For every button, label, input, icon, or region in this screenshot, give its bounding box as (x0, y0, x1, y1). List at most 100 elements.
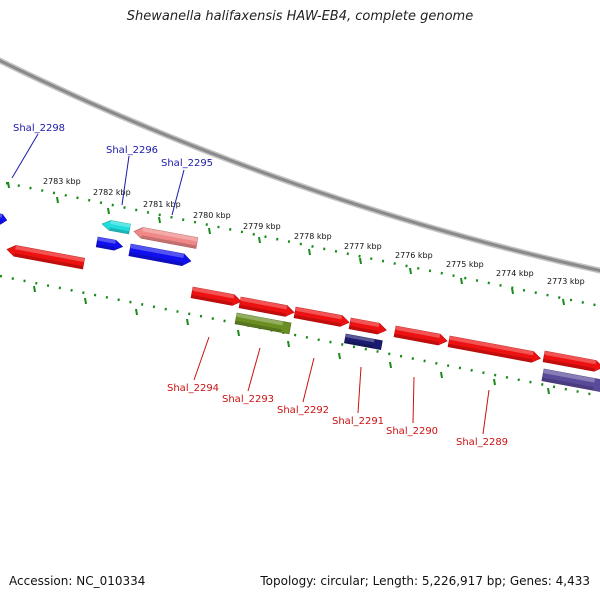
gene-shade (234, 320, 282, 333)
gene-shade (96, 244, 115, 251)
gene-highlight (240, 297, 288, 310)
gene-body (0, 211, 8, 225)
scale-tick-major (359, 257, 362, 265)
gene-arrow[interactable] (6, 244, 86, 270)
gene-label[interactable]: Shal_2292 (277, 405, 329, 416)
gene-label[interactable]: Shal_2295 (161, 158, 213, 169)
accession-text: Accession: NC_010334 (9, 574, 146, 588)
gene-leader-line (412, 376, 415, 424)
scale-tick-major (33, 285, 36, 293)
scale-tick-major (158, 216, 161, 224)
gene-leader-line (171, 169, 185, 216)
genome-backbone (0, 59, 600, 273)
gene-arrow[interactable] (234, 312, 292, 335)
gene-highlight (350, 318, 380, 328)
gene-shade (344, 340, 374, 349)
gene-arrow[interactable] (133, 226, 199, 249)
scale-tick-major (7, 181, 10, 189)
gene-arrow[interactable] (101, 219, 131, 235)
scale-tick-major (511, 287, 514, 295)
scale-tick-major (237, 329, 240, 337)
gene-arrow[interactable] (541, 368, 600, 393)
scale-tick-major (56, 196, 59, 204)
gene-arrow[interactable] (128, 243, 192, 267)
scale-tick-label: 2773 kbp (547, 277, 585, 286)
gene-label[interactable]: Shal_2289 (456, 437, 508, 448)
scale-tick-major (440, 371, 443, 379)
scale-ring-lower (0, 274, 600, 398)
map-title: Shewanella halifaxensis HAW-EB4, complet… (126, 9, 474, 24)
gene-arrow[interactable] (293, 306, 350, 328)
gene-leader-line (247, 347, 261, 392)
gene-highlight (345, 334, 375, 343)
scale-tick-label: 2778 kbp (294, 232, 332, 241)
gene-shade (109, 227, 130, 234)
gene-arrow[interactable] (238, 296, 295, 318)
gene-label[interactable]: Shal_2293 (222, 394, 274, 405)
gene-arrow[interactable] (447, 335, 541, 364)
scale-tick-label: 2782 kbp (93, 188, 131, 197)
gene-leader-line (357, 366, 362, 414)
gene-leader-line (121, 155, 130, 206)
scale-tick-major (493, 378, 496, 386)
scale-ring-upper (5, 181, 600, 308)
backbone-layer (0, 57, 600, 274)
scale-tick-label: 2774 kbp (496, 269, 534, 278)
scale-tick-major (389, 361, 392, 369)
scale-tick-major (186, 318, 189, 326)
gene-highlight (192, 287, 235, 299)
gene-shade (348, 325, 379, 335)
gene-arrow[interactable] (393, 325, 448, 346)
genome-summary: Topology: circular; Length: 5,226,917 bp… (260, 574, 590, 588)
gene-label[interactable]: Shal_2294 (167, 383, 219, 394)
scale-tick-major (84, 297, 87, 305)
scale-tick-major (308, 248, 311, 256)
gene-highlight (449, 336, 534, 356)
scale-tick-label: 2775 kbp (446, 260, 484, 269)
gene-shade (13, 253, 84, 270)
scale-tick-label: 2776 kbp (395, 251, 433, 260)
gene-highlight (236, 313, 284, 326)
gene-arrow[interactable] (0, 211, 8, 225)
scale-tick-label: 2783 kbp (43, 177, 81, 186)
gene-shade (190, 294, 233, 306)
gene-highlight (395, 326, 441, 338)
gene-arrow[interactable] (348, 317, 387, 336)
gene-label[interactable]: Shal_2296 (106, 145, 158, 156)
scale-tick-major (287, 340, 290, 348)
gene-leader-line (193, 336, 210, 381)
gene-arrow[interactable] (542, 350, 600, 373)
scale-tick-label: 2777 kbp (344, 242, 382, 251)
gene-shade (128, 252, 183, 266)
scale-tick-label: 2780 kbp (193, 211, 231, 220)
gene-label[interactable]: Shal_2290 (386, 426, 438, 437)
scale-tick-major (208, 227, 211, 235)
scale-tick-major (460, 277, 463, 285)
gene-highlight (110, 220, 131, 228)
gene-highlight (295, 307, 343, 320)
scale-tick-label: 2779 kbp (243, 222, 281, 231)
scale-tick-label: 2781 kbp (143, 200, 181, 209)
gene-label[interactable]: Shal_2298 (13, 123, 65, 134)
gene-layer (0, 211, 600, 393)
scale-tick-major (135, 308, 138, 316)
gene-highlight (543, 369, 596, 383)
gene-shade (447, 343, 533, 363)
gene-arrow[interactable] (95, 236, 124, 252)
tick-layer: 2783 kbp 2782 kbp 2781 kbp 2780 kbp 2779 kbp… (0, 177, 600, 398)
scale-tick-major (338, 352, 341, 360)
scale-tick-major (258, 236, 261, 244)
gene-arrow[interactable] (344, 333, 383, 350)
gene-highlight (142, 227, 198, 242)
gene-leader-line (482, 389, 490, 435)
scale-tick-major (409, 267, 412, 275)
gene-highlight (130, 244, 185, 258)
label-layer: Shal_2298Shal_2296Shal_2295Shal_2294Shal… (11, 123, 508, 448)
scale-tick-major (547, 387, 550, 395)
gene-shade (238, 304, 286, 317)
gene-shade (542, 358, 595, 372)
scale-tick-major (107, 207, 110, 215)
gene-label[interactable]: Shal_2291 (332, 416, 384, 427)
gene-arrow[interactable] (190, 286, 242, 307)
